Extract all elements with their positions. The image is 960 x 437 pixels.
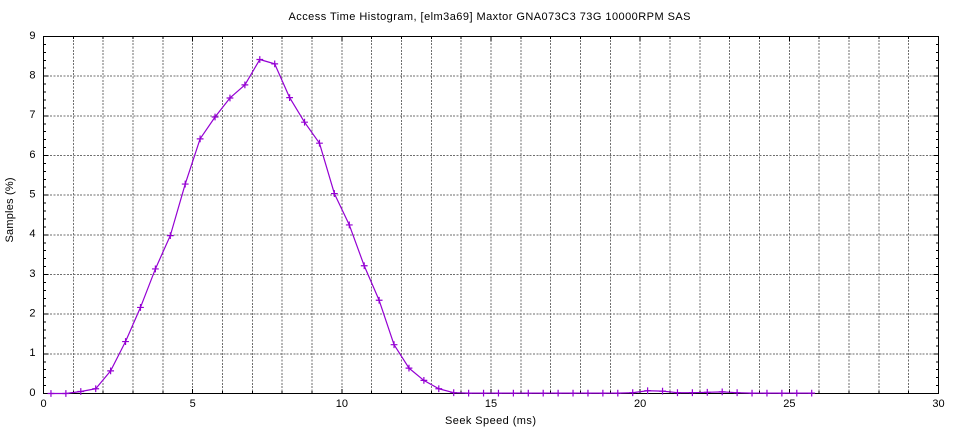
svg-text:5: 5 <box>29 188 35 200</box>
svg-text:6: 6 <box>29 149 35 161</box>
svg-text:10: 10 <box>336 398 348 410</box>
svg-text:20: 20 <box>634 398 646 410</box>
svg-text:Seek Speed (ms): Seek Speed (ms) <box>445 415 536 427</box>
svg-text:8: 8 <box>29 69 35 81</box>
svg-text:Samples (%): Samples (%) <box>4 178 16 243</box>
svg-text:1: 1 <box>29 347 35 359</box>
svg-text:9: 9 <box>29 30 35 42</box>
svg-text:7: 7 <box>29 109 35 121</box>
svg-text:4: 4 <box>29 228 35 240</box>
svg-text:2: 2 <box>29 307 35 319</box>
svg-text:15: 15 <box>485 398 497 410</box>
svg-text:5: 5 <box>190 398 196 410</box>
svg-text:0: 0 <box>40 398 46 410</box>
svg-text:Access Time Histogram, [elm3a6: Access Time Histogram, [elm3a69] Maxtor … <box>289 11 691 23</box>
svg-text:0: 0 <box>29 387 35 399</box>
svg-text:30: 30 <box>932 398 944 410</box>
svg-text:25: 25 <box>783 398 795 410</box>
svg-text:3: 3 <box>29 268 35 280</box>
